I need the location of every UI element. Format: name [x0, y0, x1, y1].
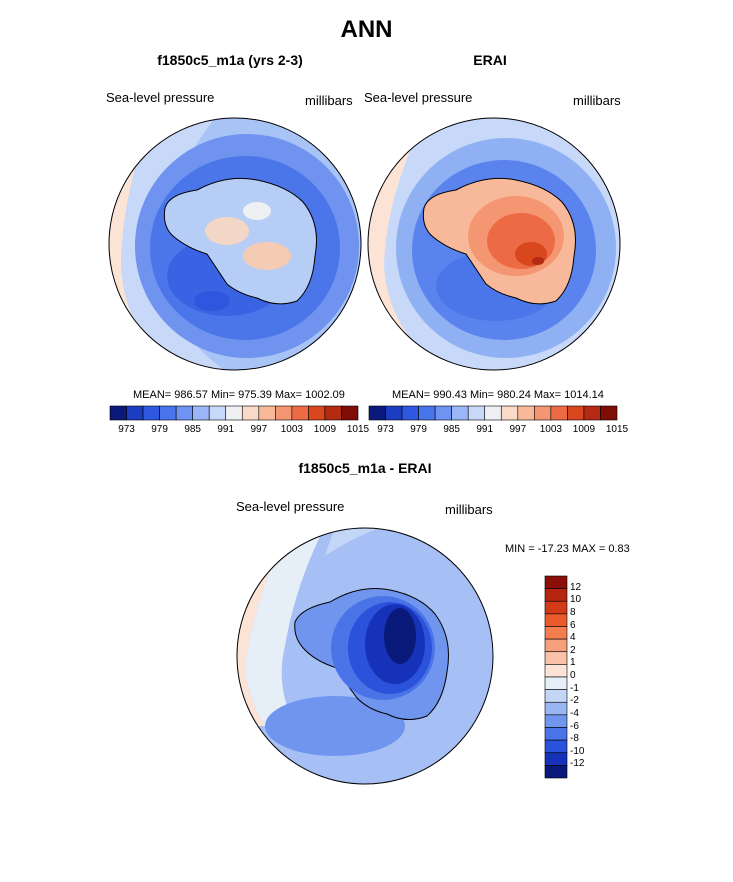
colorbar-swatch: [368, 405, 386, 421]
colorbar-swatch: [544, 765, 568, 779]
colorbar-tick-label: 0: [570, 670, 576, 681]
colorbar-swatch: [550, 405, 568, 421]
colorbar-tick-label: 1009: [572, 424, 596, 435]
colorbar-swatch: [517, 405, 535, 421]
model-units-label: millibars: [305, 93, 353, 108]
colorbar-swatch: [583, 405, 601, 421]
colorbar-tick-label: 6: [570, 619, 576, 631]
colorbar-swatch: [500, 405, 519, 421]
model-field-label: Sea-level pressure: [106, 90, 215, 105]
colorbar-swatch: [544, 752, 568, 766]
colorbar-tick-label: -4: [570, 707, 579, 719]
colorbar-swatch: [544, 613, 568, 627]
colorbar-swatch: [385, 405, 403, 421]
colorbar-tick-label: 991: [217, 424, 235, 435]
colorbar-swatch: [308, 405, 326, 421]
colorbar-swatch: [544, 701, 568, 716]
model-panel-title: f1850c5_m1a (yrs 2-3): [157, 52, 303, 68]
colorbar-swatch: [109, 405, 127, 421]
colorbar-swatch: [544, 588, 568, 602]
colorbar-tick-label: 997: [250, 424, 268, 435]
colorbar-tick-label: 973: [377, 424, 394, 435]
colorbar-swatch: [484, 405, 502, 421]
obs-panel-title: ERAI: [473, 52, 507, 68]
colorbar-tick-label: -6: [570, 720, 579, 732]
colorbar-tick-label: 1009: [313, 424, 337, 435]
colorbar-swatch: [418, 405, 436, 421]
colorbar-swatch: [401, 405, 419, 421]
colorbar-tick-label: -2: [570, 695, 579, 707]
colorbar-tick-label: 979: [151, 424, 168, 435]
colorbar-swatch: [275, 405, 293, 421]
colorbar-swatch: [544, 676, 568, 690]
colorbar-tick-label: 1003: [539, 424, 562, 435]
colorbar-tick-label: 1015: [346, 424, 370, 435]
colorbar-tick-label: 1015: [605, 424, 629, 435]
colorbar-swatch: [258, 405, 276, 421]
colorbar-tick-label: 1: [570, 657, 576, 669]
colorbar-tick-label: 991: [476, 424, 494, 435]
diff-units-label: millibars: [445, 502, 493, 517]
colorbar-swatch: [434, 405, 452, 421]
colorbar-swatch: [544, 638, 568, 653]
colorbar-swatch: [600, 405, 618, 421]
obs-stats: MEAN= 990.43 Min= 980.24 Max= 1014.14: [392, 389, 604, 401]
colorbar-swatch: [208, 405, 227, 421]
colorbar-tick-label: 985: [184, 424, 201, 435]
colorbar-tick-label: 10: [570, 594, 582, 606]
colorbar-swatch: [324, 405, 342, 421]
model-stats: MEAN= 986.57 Min= 975.39 Max= 1002.09: [133, 389, 345, 401]
colorbar-swatch: [544, 600, 568, 615]
colorbar-tick-label: -1: [570, 682, 579, 694]
colorbar-tick-label: 12: [570, 581, 582, 593]
obs-field-label: Sea-level pressure: [364, 90, 473, 105]
colorbar-swatch: [225, 405, 243, 421]
colorbar-tick-label: -10: [570, 745, 585, 757]
obs-colorbar: [368, 405, 618, 421]
obs-colorbar-ticks: 973 979 985 991 997 1003 1009 1015: [369, 424, 628, 438]
model-polar-map: [108, 117, 362, 371]
colorbar-tick-label: -8: [570, 733, 579, 745]
colorbar-swatch: [544, 575, 568, 589]
colorbar-tick-label: 4: [570, 632, 576, 644]
diff-stats: MIN = -17.23 MAX = 0.83: [505, 543, 630, 555]
colorbar-swatch: [567, 405, 585, 421]
colorbar-tick-label: 973: [118, 424, 135, 435]
colorbar-swatch: [544, 689, 568, 703]
colorbar-swatch: [142, 405, 160, 421]
colorbar-tick-label: 8: [570, 606, 576, 618]
colorbar-swatch: [544, 714, 568, 728]
colorbar-swatch: [544, 727, 568, 741]
obs-polar-map: [367, 117, 621, 371]
colorbar-tick-label: 1003: [280, 424, 303, 435]
model-colorbar: [109, 405, 359, 421]
colorbar-swatch: [544, 739, 568, 754]
diff-panel-title: f1850c5_m1a - ERAI: [298, 460, 432, 476]
colorbar-swatch: [175, 405, 193, 421]
colorbar-swatch: [544, 664, 568, 678]
colorbar-swatch: [291, 405, 309, 421]
obs-units-label: millibars: [573, 93, 621, 108]
colorbar-tick-label: -12: [570, 758, 585, 770]
diff-field-label: Sea-level pressure: [236, 499, 345, 514]
colorbar-swatch: [467, 405, 486, 421]
colorbar-swatch: [241, 405, 260, 421]
colorbar-tick-label: 997: [509, 424, 527, 435]
diff-colorbar: [544, 575, 568, 779]
colorbar-swatch: [534, 405, 552, 421]
diff-polar-map: [236, 527, 494, 785]
colorbar-swatch: [451, 405, 469, 421]
colorbar-swatch: [192, 405, 210, 421]
diff-colorbar-ticks: 12 10 8 6 4 2 1 0 -1 -2 -4 -6 -8 -10 -12: [570, 576, 610, 778]
colorbar-swatch: [159, 405, 177, 421]
page-title: ANN: [340, 16, 393, 43]
colorbar-swatch: [544, 626, 568, 640]
colorbar-tick-label: 985: [443, 424, 460, 435]
model-colorbar-ticks: 973 979 985 991 997 1003 1009 1015: [110, 424, 369, 438]
colorbar-tick-label: 979: [410, 424, 427, 435]
colorbar-swatch: [544, 651, 568, 665]
colorbar-tick-label: 2: [570, 644, 576, 656]
colorbar-swatch: [126, 405, 144, 421]
colorbar-swatch: [341, 405, 359, 421]
